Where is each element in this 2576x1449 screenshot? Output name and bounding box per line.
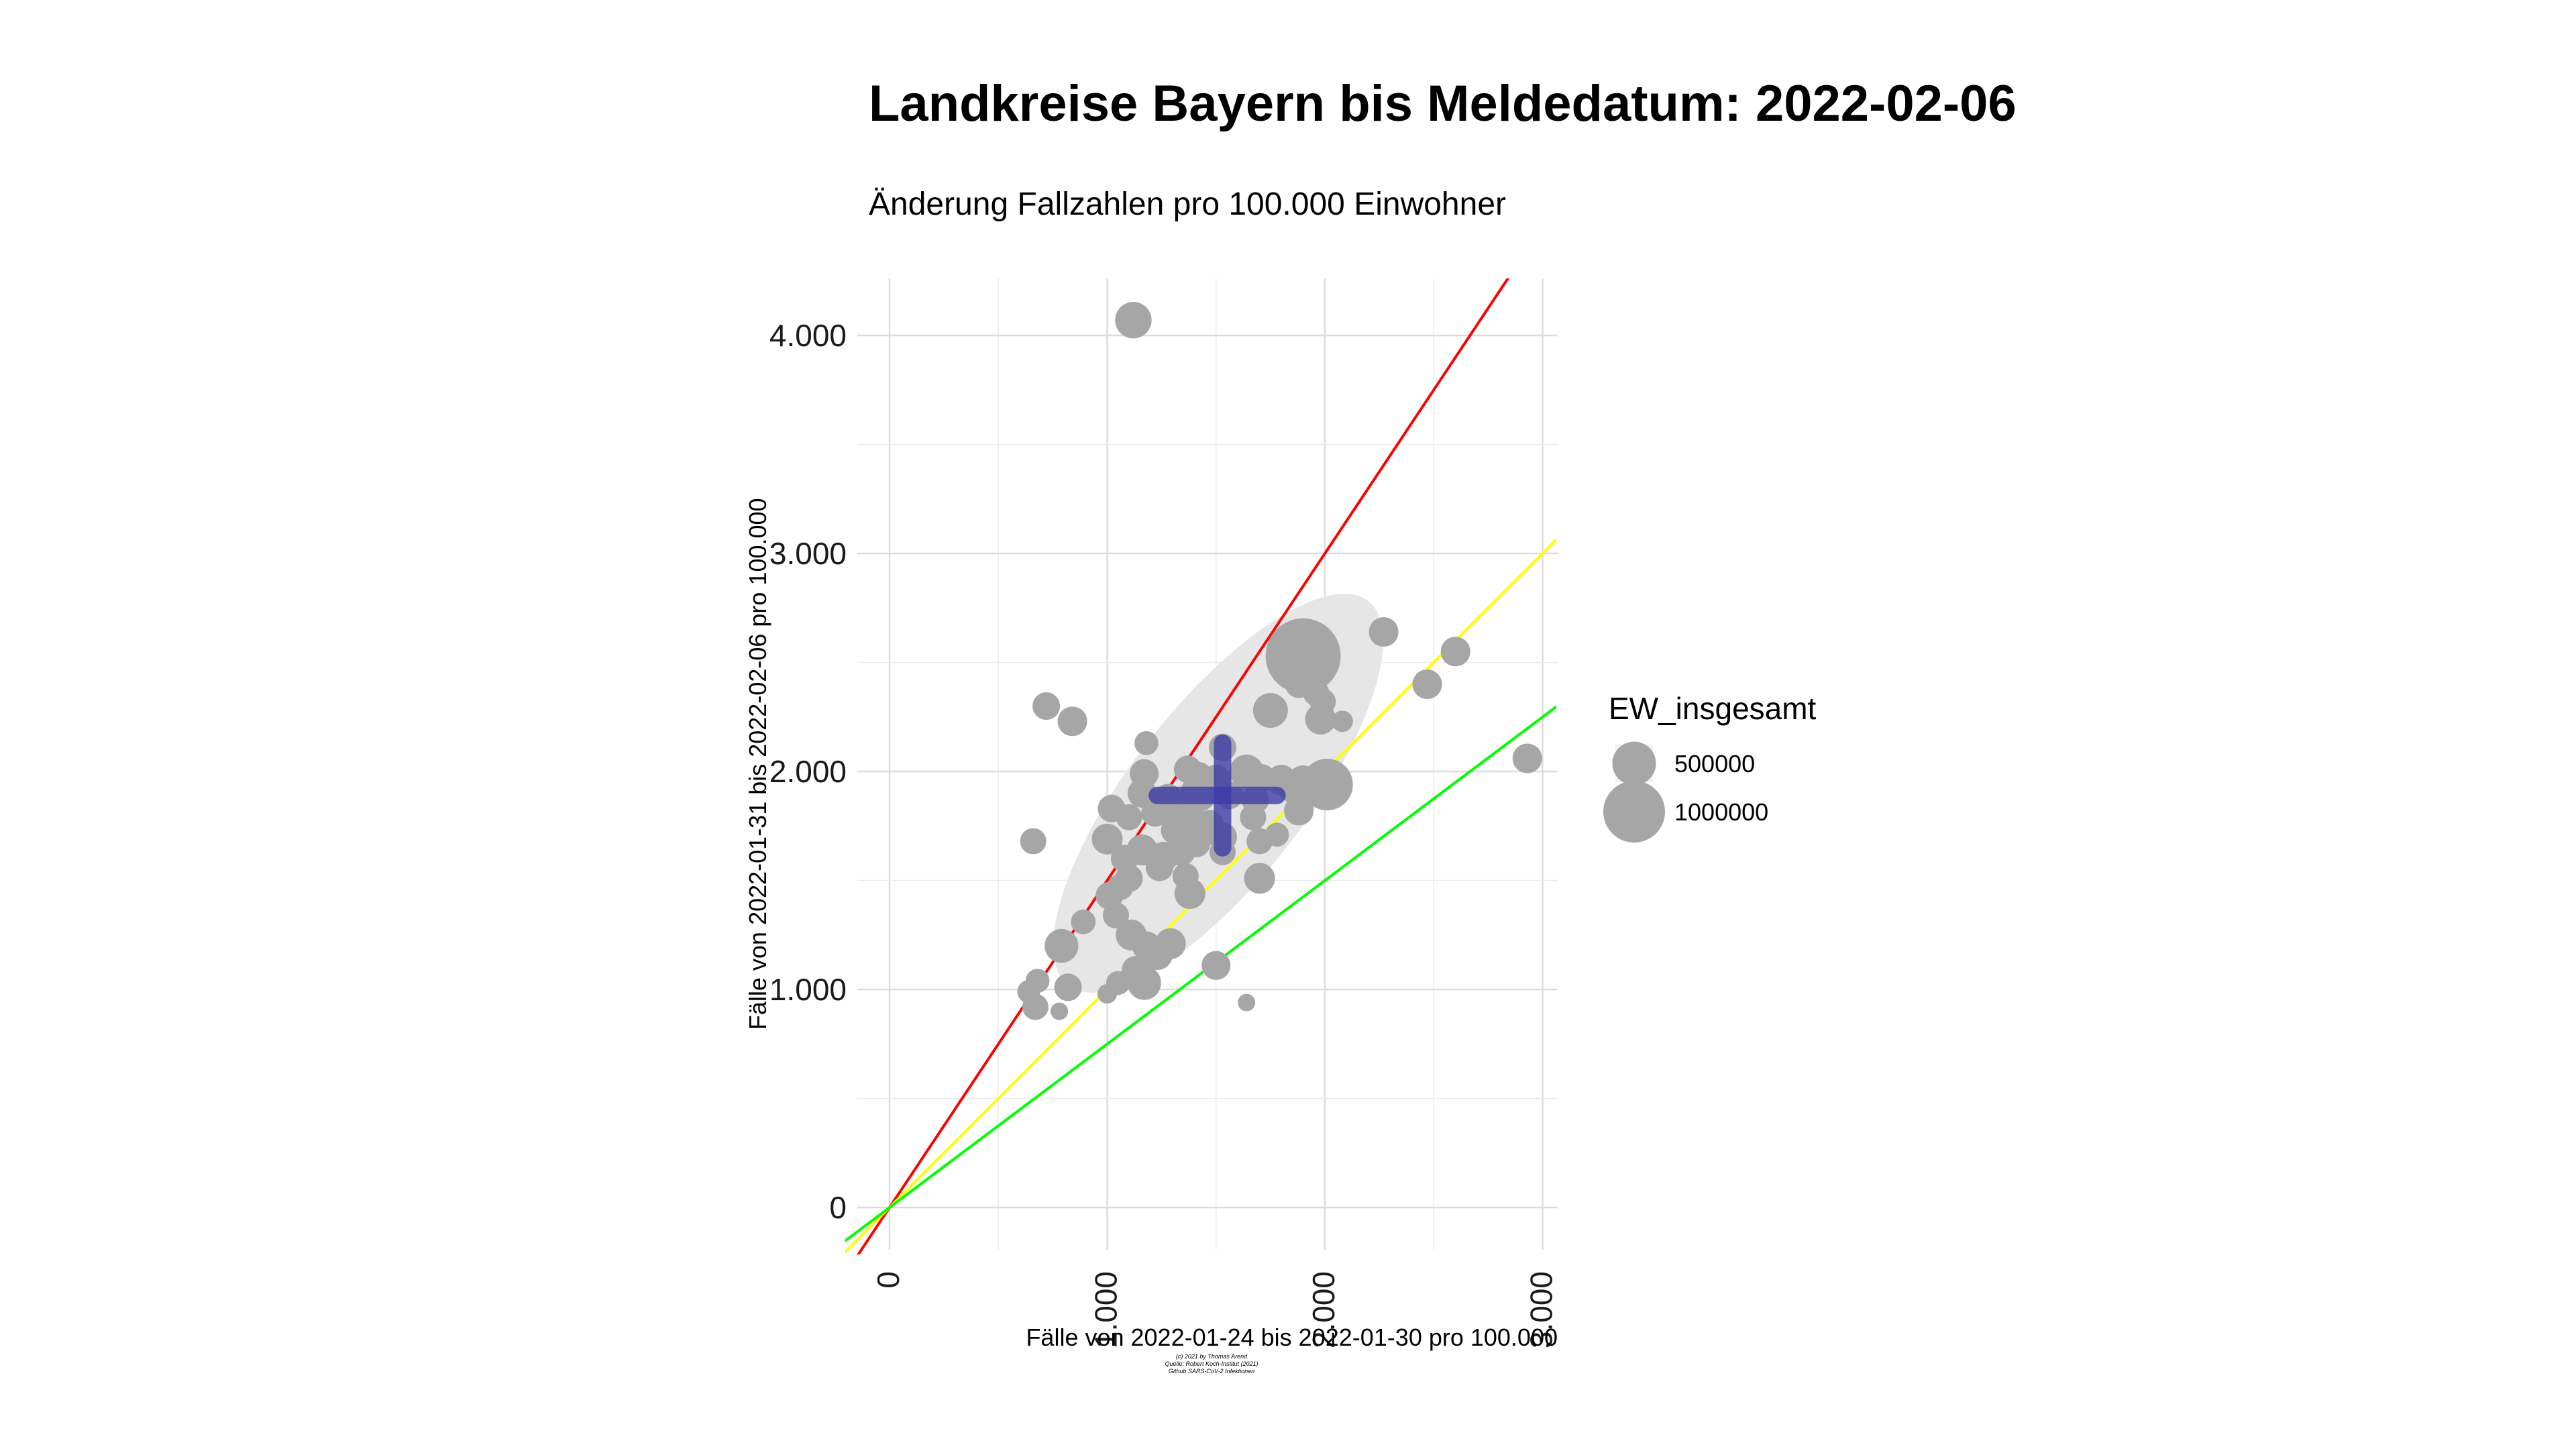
data-point	[1134, 731, 1159, 755]
data-point	[1440, 637, 1470, 667]
reference-line-yellow	[845, 537, 1556, 1254]
data-point	[1244, 863, 1275, 894]
data-point	[1020, 828, 1046, 855]
legend-symbol	[1603, 781, 1665, 843]
y-tick-label: 2.000	[769, 754, 847, 789]
data-point	[1283, 796, 1314, 826]
data-point	[1368, 616, 1399, 647]
caption-line-2: Quelle: Robert Koch-Institut (2021)	[1165, 1360, 1258, 1367]
axis-ticks: 0 1.000 2.000 3.000 4.000 0 1.000 2.000 3.000	[769, 318, 1559, 1348]
data-point	[1412, 669, 1442, 700]
caption-line-1: (c) 2021 by Thomas Arend	[1176, 1353, 1248, 1360]
y-tick-label: 0	[829, 1190, 847, 1225]
legend-title: EW_insgesamt	[1609, 691, 1817, 726]
data-point	[1051, 1002, 1069, 1020]
x-tick-label: 0	[871, 1271, 906, 1289]
data-point	[1057, 706, 1087, 737]
legend: EW_insgesamt 500000 1000000	[1603, 691, 1817, 843]
legend-label: 1000000	[1674, 798, 1768, 826]
data-point	[1305, 704, 1336, 735]
data-point	[1240, 804, 1267, 830]
y-tick-label: 1.000	[769, 972, 847, 1007]
data-point	[1142, 939, 1173, 970]
data-point	[1115, 302, 1152, 339]
data-point	[1252, 692, 1288, 729]
reference-line-red	[857, 278, 1510, 1254]
data-point	[1201, 951, 1231, 980]
data-point	[1141, 799, 1169, 827]
data-point	[1054, 973, 1082, 1002]
legend-label: 500000	[1674, 750, 1755, 777]
data-point	[1097, 983, 1118, 1004]
y-tick-label: 4.000	[769, 318, 847, 353]
x-axis-label: Fälle von 2022-01-24 bis 2022-01-30 pro …	[1026, 1324, 1558, 1351]
data-point	[1022, 994, 1049, 1020]
data-point	[1127, 966, 1161, 1000]
data-point	[1298, 773, 1330, 804]
data-point	[1512, 743, 1542, 773]
data-point	[1032, 692, 1061, 720]
y-tick-label: 3.000	[769, 536, 847, 571]
chart-subtitle: Änderung Fallzahlen pro 100.000 Einwohne…	[869, 186, 1506, 222]
data-point	[1091, 823, 1123, 855]
data-point	[1071, 909, 1096, 934]
data-point	[1332, 710, 1353, 733]
data-point	[1238, 994, 1256, 1012]
x-tick-label: 2.000	[1306, 1271, 1341, 1348]
data-point	[1265, 822, 1289, 847]
x-tick-label: 1.000	[1089, 1271, 1124, 1348]
caption-line-3: Github SARS-CoV-2 Infektionen	[1169, 1368, 1254, 1375]
y-axis-label: Fälle von 2022-01-31 bis 2022-02-06 pro …	[744, 498, 771, 1030]
data-point	[1167, 838, 1195, 866]
data-point	[1145, 853, 1173, 881]
caption: (c) 2021 by Thomas Arend Quelle: Robert …	[1165, 1353, 1258, 1375]
data-point	[1174, 878, 1205, 909]
data-point	[1265, 618, 1341, 694]
legend-symbol	[1612, 741, 1656, 786]
chart-title: Landkreise Bayern bis Meldedatum: 2022-0…	[869, 75, 2017, 132]
x-tick-label: 3.000	[1524, 1271, 1559, 1348]
data-point	[1116, 804, 1142, 830]
data-point	[1044, 928, 1079, 963]
plot-panel	[845, 278, 1556, 1254]
data-point	[1102, 902, 1129, 929]
